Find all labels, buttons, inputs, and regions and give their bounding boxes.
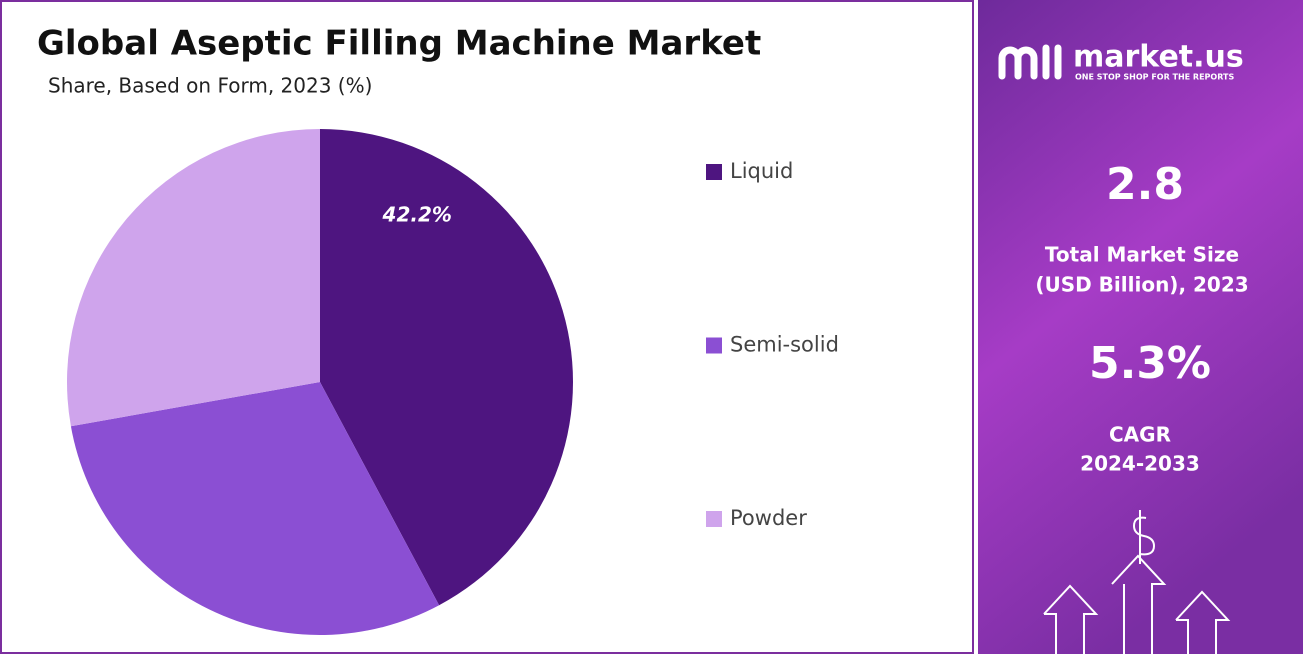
logo-icon xyxy=(998,44,1062,80)
decor-arrows xyxy=(1043,510,1231,654)
chart-title: Global Aseptic Filling Machine Market xyxy=(37,24,761,64)
legend-label: Liquid xyxy=(730,159,793,183)
market-size: 2.8 xyxy=(1106,159,1184,210)
cagr-label: CAGR xyxy=(1109,423,1171,447)
pie-slice xyxy=(67,129,320,427)
legend-swatch xyxy=(706,511,722,527)
legend-swatch xyxy=(706,337,722,354)
dollar-icon xyxy=(1132,510,1156,564)
pie-slice xyxy=(70,382,440,635)
logo: market.us ONE STOP SHOP FOR THE REPORTS xyxy=(998,40,1244,82)
chart-border xyxy=(0,0,974,654)
cagr-label: 2024-2033 xyxy=(1080,452,1200,476)
market-size-label: Total Market Size xyxy=(1045,243,1239,267)
legend-label: Powder xyxy=(730,506,807,530)
pie-slice xyxy=(320,129,573,606)
market-size-label: (USD Billion), 2023 xyxy=(1035,273,1248,297)
arrow xyxy=(1111,554,1167,654)
brand-tagline: ONE STOP SHOP FOR THE REPORTS xyxy=(1075,73,1234,82)
brand-name: market.us xyxy=(1073,40,1244,75)
legend-swatch xyxy=(706,164,722,180)
arrow xyxy=(1043,584,1099,654)
cagr-value: 5.3% xyxy=(1089,338,1211,389)
legend-label: Semi-solid xyxy=(730,333,839,357)
arrow xyxy=(1175,590,1231,654)
chart-subtitle: Share, Based on Form, 2023 (%) xyxy=(48,74,372,98)
data-label: 42.2% xyxy=(382,203,452,227)
